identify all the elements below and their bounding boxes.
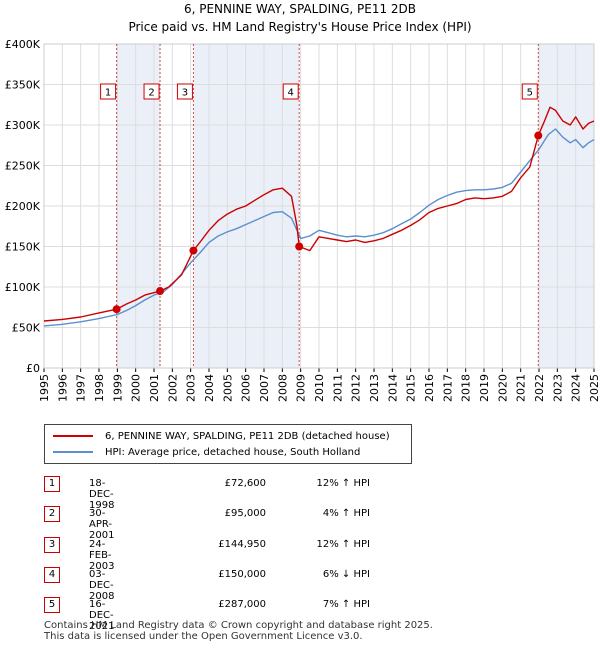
sale-price: £72,600	[224, 478, 266, 489]
x-tick-label: 2009	[295, 374, 308, 402]
y-tick-label: £400K	[5, 38, 41, 51]
x-tick-label: 2013	[368, 374, 381, 402]
sale-point	[112, 305, 121, 314]
y-tick-label: £350K	[5, 79, 41, 92]
y-tick-label: £100K	[5, 281, 41, 294]
sale-point	[189, 246, 198, 255]
x-tick-label: 2019	[478, 374, 491, 402]
chart-subtitle: Price paid vs. HM Land Registry's House …	[128, 20, 472, 34]
x-tick-label: 1999	[111, 374, 124, 402]
x-tick-label: 2025	[588, 374, 600, 402]
sale-date: 03-DEC-2008	[89, 569, 115, 602]
sale-price: £144,950	[218, 539, 266, 550]
plot-border	[43, 43, 595, 369]
footer-copyright: Contains HM Land Registry data © Crown c…	[44, 620, 433, 631]
sale-hpi-diff: 12% ↑ HPI	[316, 539, 370, 550]
sale-label-box	[521, 83, 538, 100]
sale-hpi-diff: 7% ↑ HPI	[322, 599, 370, 610]
sale-number-badge: 1	[44, 476, 60, 492]
legend-label-hpi: HPI: Average price, detached house, Sout…	[105, 446, 361, 458]
x-tick-label: 2008	[276, 374, 289, 402]
x-tick-label: 2005	[221, 374, 234, 402]
x-tick-label: 2024	[570, 374, 583, 402]
sale-label-box	[143, 83, 160, 100]
x-tick-label: 2017	[441, 374, 454, 402]
sale-hpi-diff: 6% ↓ HPI	[322, 569, 370, 580]
sale-label-box	[282, 83, 299, 100]
x-tick-label: 2018	[460, 374, 473, 402]
sale-label-box	[100, 83, 117, 100]
x-tick-label: 2006	[240, 374, 253, 402]
sale-number-badge: 2	[44, 506, 60, 522]
sale-price: £287,000	[218, 599, 266, 610]
y-tick-label: £150K	[5, 241, 41, 254]
legend-swatch-property	[53, 435, 93, 437]
x-tick-label: 2001	[148, 374, 161, 402]
x-tick-label: 2021	[515, 374, 528, 402]
sale-point	[295, 242, 304, 251]
legend: 6, PENNINE WAY, SPALDING, PE11 2DB (deta…	[44, 424, 412, 464]
sale-hpi-diff: 4% ↑ HPI	[322, 508, 370, 519]
sale-number-badge: 3	[44, 537, 60, 553]
x-tick-label: 1995	[38, 374, 51, 402]
sale-date: 18-DEC-1998	[89, 478, 115, 511]
x-tick-label: 2002	[166, 374, 179, 402]
series-line-property	[43, 106, 595, 322]
x-tick-label: 2014	[386, 374, 399, 402]
sale-date: 30-APR-2001	[89, 508, 115, 541]
sale-label-text: 4	[288, 88, 294, 99]
legend-label-property: 6, PENNINE WAY, SPALDING, PE11 2DB (deta…	[105, 430, 390, 442]
y-tick-label: £250K	[5, 160, 41, 173]
sale-point	[534, 131, 543, 140]
sale-number-badge: 5	[44, 597, 60, 613]
price-chart: £0 £50K £100K £150K £200K £250K £300K £350K £400…	[5, 38, 600, 402]
x-tick-label: 2003	[185, 374, 198, 402]
legend-item-property: 6, PENNINE WAY, SPALDING, PE11 2DB (deta…	[53, 428, 390, 444]
sale-price: £150,000	[218, 569, 266, 580]
legend-item-hpi: HPI: Average price, detached house, Sout…	[53, 444, 360, 460]
x-tick-label: 1996	[56, 374, 69, 402]
sale-point	[156, 287, 165, 296]
x-tick-label: 2011	[331, 374, 344, 402]
x-tick-label: 2010	[313, 374, 326, 402]
x-tick-label: 2004	[203, 374, 216, 402]
sale-price: £95,000	[224, 508, 266, 519]
sale-number-badge: 4	[44, 567, 60, 583]
x-tick-label: 1997	[75, 374, 88, 402]
x-tick-label: 2012	[350, 374, 363, 402]
sale-date: 16-DEC-2021	[89, 599, 115, 632]
y-tick-label: £50K	[12, 322, 41, 335]
x-tick-label: 2016	[423, 374, 436, 402]
chart-title: 6, PENNINE WAY, SPALDING, PE11 2DB	[183, 2, 417, 16]
sale-hpi-diff: 12% ↑ HPI	[316, 478, 370, 489]
sale-label-text: 3	[182, 88, 188, 99]
x-tick-label: 2000	[130, 374, 143, 402]
legend-swatch-hpi	[53, 451, 93, 453]
x-tick-label: 2007	[258, 374, 271, 402]
footer-licence: This data is licensed under the Open Gov…	[44, 631, 363, 642]
y-tick-label: £200K	[5, 200, 41, 213]
sale-label-text: 1	[105, 88, 111, 99]
sale-label-text: 2	[148, 88, 154, 99]
sale-date: 24-FEB-2003	[89, 539, 115, 572]
x-tick-label: 2023	[551, 374, 564, 402]
x-tick-label: 2022	[533, 374, 546, 402]
x-tick-label: 2020	[496, 374, 509, 402]
y-tick-label: £0	[26, 362, 40, 375]
x-tick-label: 1998	[93, 374, 106, 402]
x-tick-label: 2015	[405, 374, 418, 402]
y-tick-label: £300K	[5, 119, 41, 132]
sale-label-text: 5	[527, 88, 533, 99]
sale-label-box	[176, 83, 193, 100]
